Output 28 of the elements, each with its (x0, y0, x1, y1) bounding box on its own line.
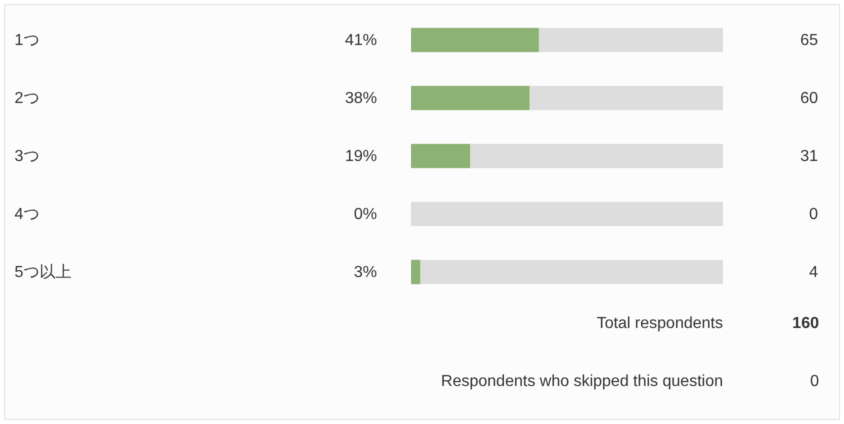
text: Respondents who skipped this question (441, 373, 723, 391)
y-tick-label: 4つ (14, 206, 40, 223)
text: 0 (809, 206, 818, 223)
text: Total respondents (596, 315, 723, 333)
text: 160 (792, 315, 819, 333)
data-label: 0% (354, 206, 377, 223)
bar (530, 86, 723, 110)
bar (411, 260, 420, 284)
text: 4 (809, 264, 818, 281)
text: 65 (800, 32, 818, 49)
data-label: 41% (344, 32, 377, 49)
y-tick-label: 3つ (14, 148, 40, 165)
bar (411, 202, 723, 226)
bar (420, 260, 723, 284)
bar (411, 86, 530, 110)
text: 60 (800, 90, 818, 107)
y-tick-label: 1つ (14, 32, 40, 49)
bar (411, 28, 539, 52)
text: 0 (810, 373, 819, 391)
data-label: 19% (344, 148, 377, 165)
data-label: 3% (354, 264, 377, 281)
bar (538, 28, 723, 52)
bar (470, 144, 723, 168)
bar (411, 144, 470, 168)
text: 31 (800, 148, 818, 165)
y-tick-label: 2つ (14, 90, 40, 107)
y-tick-label: 5つ以上 (14, 263, 72, 281)
data-label: 38% (344, 90, 377, 107)
